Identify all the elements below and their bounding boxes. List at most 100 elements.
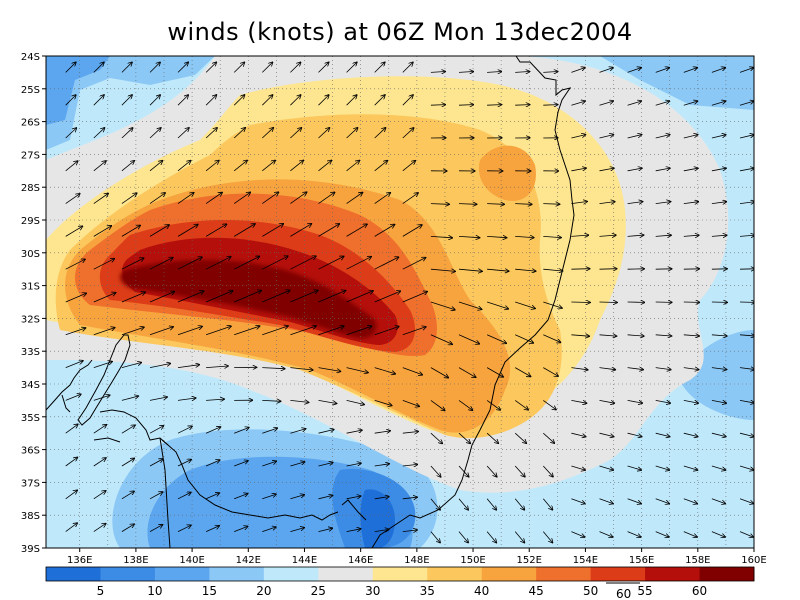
lon-label: 146E <box>348 555 373 566</box>
wind-arrow <box>149 225 169 237</box>
wind-arrow <box>205 128 217 139</box>
wind-arrow <box>205 62 216 73</box>
colorbar-label: 45 <box>529 584 544 598</box>
lat-label: 29S <box>21 216 40 227</box>
wind-arrow <box>290 400 308 402</box>
wind-arrow <box>149 492 163 500</box>
wind-arrow <box>571 465 585 470</box>
wind-arrow <box>430 465 441 477</box>
wind-arrow <box>93 259 115 270</box>
wind-arrow <box>430 269 455 271</box>
wind-arrow <box>262 290 289 303</box>
colorbar-swatch <box>699 567 755 581</box>
wind-arrow <box>683 202 699 204</box>
wind-arrow <box>487 204 504 205</box>
wind-arrow <box>65 523 78 532</box>
wind-arrow <box>514 400 528 409</box>
wind-arrow <box>430 432 442 443</box>
wind-arrow <box>121 193 137 204</box>
wind-arrow <box>571 432 585 436</box>
lat-label: 28S <box>21 183 40 194</box>
wind-arrow <box>402 464 418 466</box>
wind-arrow <box>262 527 276 532</box>
wind-arrow <box>318 160 332 172</box>
colorbar-labels: 5 10 15 20 25 30 35 40 45 50 55 60 <box>97 584 708 598</box>
wind-arrow <box>121 458 134 467</box>
wind-arrow <box>177 257 202 270</box>
wind-arrow <box>290 128 301 139</box>
wind-arrow <box>177 193 194 204</box>
wind-arrow <box>290 495 304 500</box>
wind-arrow <box>486 301 508 309</box>
wind-arrow <box>543 236 561 237</box>
wind-arrow <box>683 368 699 370</box>
wind-arrow <box>290 429 305 434</box>
wind-arrow <box>149 525 163 532</box>
wind-arrow <box>402 530 417 532</box>
wind-arrow <box>177 291 204 303</box>
wind-arrow <box>627 235 644 236</box>
wind-arrow <box>515 334 533 343</box>
wind-arrow <box>233 160 247 172</box>
wind-arrow <box>487 105 501 106</box>
lat-label: 31S <box>21 282 40 293</box>
lon-label: 148E <box>404 555 429 566</box>
wind-arrow <box>571 335 589 336</box>
wind-arrow <box>655 432 670 436</box>
wind-arrow <box>234 291 261 303</box>
wind-arrow <box>458 334 479 344</box>
wind-arrow <box>65 293 87 303</box>
wind-arrow <box>402 258 426 270</box>
wind-arrow <box>374 400 392 405</box>
wind-arrow <box>93 226 112 237</box>
wind-arrow <box>177 525 191 532</box>
wind-arrow <box>121 258 144 270</box>
wind-arrow <box>571 400 586 403</box>
lon-label: 136E <box>67 555 92 566</box>
wind-arrow <box>290 256 316 270</box>
wind-arrow <box>121 62 132 73</box>
wind-arrow <box>627 101 642 106</box>
wind-arrow <box>262 192 278 204</box>
wind-arrow <box>430 498 440 510</box>
wind-arrow <box>514 531 524 543</box>
wind-arrow <box>711 400 726 403</box>
wind-arrow <box>739 368 754 370</box>
wind-arrow <box>205 526 219 532</box>
wind-arrow <box>515 105 529 106</box>
colorbar-label: 35 <box>420 584 435 598</box>
wind-arrow <box>121 396 138 401</box>
wind-arrow <box>515 269 535 271</box>
wind-arrow <box>711 101 726 106</box>
wind-arrow <box>655 101 670 106</box>
wind-arrow <box>543 105 557 106</box>
wind-arrow <box>599 368 616 370</box>
wind-arrow <box>93 128 105 139</box>
wind-arrow <box>318 192 335 204</box>
wind-arrow <box>683 432 698 436</box>
wind-arrow <box>487 236 507 237</box>
wind-arrow <box>739 465 754 470</box>
wind-arrow <box>177 95 188 106</box>
wind-arrow <box>571 68 585 73</box>
wind-arrow <box>177 128 189 139</box>
wind-arrow <box>290 192 306 204</box>
wind-arrow <box>262 160 275 172</box>
wind-arrow <box>402 62 413 73</box>
wind-arrow <box>374 431 390 433</box>
wind-arrow <box>430 334 452 345</box>
wind-arrow <box>318 224 340 237</box>
wind-arrow <box>683 531 697 538</box>
wind-arrow <box>93 395 110 401</box>
wind-arrow <box>627 498 642 504</box>
lat-label: 32S <box>21 314 40 325</box>
wind-arrow <box>514 498 524 510</box>
wind-arrow <box>374 464 390 466</box>
wind-arrow <box>149 397 167 401</box>
wind-arrow <box>205 193 222 204</box>
wind-arrow <box>149 459 163 467</box>
wind-arrow <box>599 531 613 538</box>
lat-label: 34S <box>21 380 40 391</box>
wind-arrow <box>262 461 276 467</box>
